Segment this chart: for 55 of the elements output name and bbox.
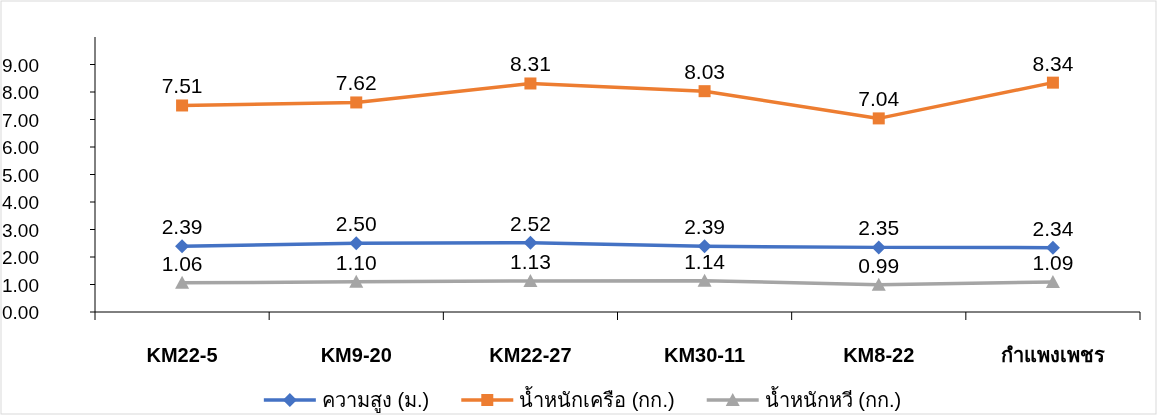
y-tick-label: 4.00 — [2, 192, 39, 213]
point — [350, 96, 363, 109]
data-label: 1.10 — [335, 250, 377, 274]
data-label: 8.34 — [1032, 51, 1074, 75]
point — [1045, 240, 1060, 255]
point — [872, 112, 885, 125]
data-label: 8.31 — [509, 52, 551, 76]
point — [1045, 275, 1060, 289]
x-tick-label: KM30-11 — [664, 344, 746, 366]
y-tick-label: 0.00 — [2, 302, 39, 323]
x-tick-label: KM9-20 — [320, 344, 392, 366]
legend-label: ความสูง (ม.) — [321, 389, 430, 413]
data-label: 1.13 — [509, 249, 551, 273]
point — [524, 77, 537, 90]
legend-label: น้ำหนักเครือ (กก.) — [519, 386, 675, 411]
point — [697, 273, 712, 287]
data-label: 2.52 — [509, 211, 551, 235]
legend-label: น้ำหนักหวี (กก.) — [764, 386, 902, 411]
y-tick-label: 9.00 — [2, 54, 39, 76]
point — [176, 99, 189, 112]
x-tick-label: กำแพงเพชร — [1000, 344, 1105, 366]
y-tick-label: 8.00 — [2, 82, 39, 103]
point — [697, 239, 712, 254]
data-label: 7.62 — [335, 71, 377, 95]
x-tick-label: KM8-22 — [843, 344, 915, 366]
data-label: 7.04 — [858, 87, 900, 111]
point — [349, 274, 364, 288]
data-label: 2.50 — [335, 212, 377, 236]
point — [871, 240, 886, 255]
point — [1046, 76, 1059, 89]
data-label: 1.06 — [161, 251, 203, 275]
data-label: 0.99 — [858, 253, 900, 277]
x-tick-label: KM22-27 — [489, 344, 572, 366]
data-label: 1.09 — [1032, 251, 1074, 275]
data-label: 2.35 — [858, 216, 900, 240]
point — [523, 273, 538, 287]
y-tick-label: 5.00 — [2, 164, 39, 186]
point — [349, 236, 364, 251]
data-label: 7.51 — [161, 74, 203, 98]
data-label: 1.14 — [684, 249, 726, 273]
y-tick-label: 2.00 — [2, 247, 39, 268]
data-label: 2.39 — [684, 215, 726, 239]
point — [698, 85, 711, 98]
data-label: 2.34 — [1032, 216, 1074, 240]
y-tick-label: 3.00 — [2, 219, 39, 241]
point — [175, 239, 190, 254]
point — [175, 275, 190, 289]
data-label: 2.39 — [161, 215, 203, 239]
point — [871, 277, 886, 291]
data-label: 8.03 — [684, 60, 726, 84]
x-tick-label: KM22-5 — [146, 344, 218, 366]
y-tick-label: 1.00 — [2, 274, 39, 296]
y-tick-label: 7.00 — [2, 109, 39, 131]
y-tick-label: 6.00 — [2, 137, 39, 158]
point — [523, 235, 538, 250]
